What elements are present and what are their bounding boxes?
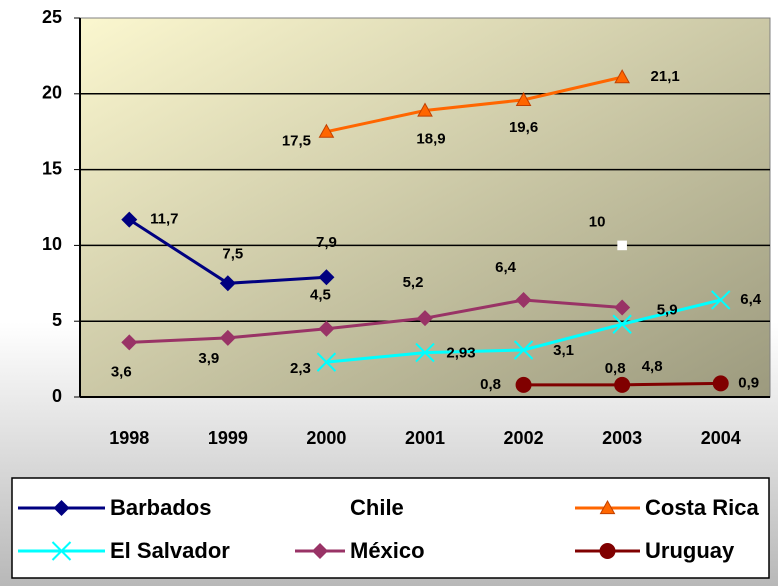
data-label: 7,5	[222, 245, 243, 262]
data-point	[316, 352, 337, 372]
y-tick-label: 0	[52, 386, 62, 406]
data-label: 21,1	[651, 68, 680, 85]
x-tick-label: 2001	[405, 428, 445, 448]
legend-marker	[53, 500, 70, 516]
x-tick-label: 2000	[306, 428, 346, 448]
data-point	[515, 91, 532, 106]
data-label: 10	[589, 213, 606, 230]
data-point	[219, 329, 236, 346]
data-label: 6,4	[740, 291, 762, 308]
data-point	[318, 320, 335, 337]
data-label: 6,4	[495, 259, 517, 276]
x-tick-label: 1999	[208, 428, 248, 448]
y-tick-label: 25	[42, 7, 62, 27]
x-tick-label: 2002	[504, 428, 544, 448]
x-tick-label: 2004	[701, 428, 741, 448]
plot-area	[79, 17, 771, 398]
data-label: 2,3	[290, 360, 311, 377]
data-label: 2,93	[446, 345, 475, 362]
legend-marker	[599, 499, 616, 515]
data-label: 11,7	[150, 211, 178, 228]
legend-label: México	[350, 538, 425, 563]
data-label: 3,6	[111, 363, 132, 380]
data-point	[617, 240, 627, 251]
data-label: 4,8	[642, 358, 663, 375]
data-point	[513, 340, 534, 360]
data-point	[711, 290, 731, 310]
data-label: 0,8	[480, 376, 501, 393]
data-label: 7,9	[316, 234, 337, 251]
legend-marker	[51, 541, 72, 561]
data-point	[121, 211, 138, 228]
x-tick-label: 2003	[602, 428, 642, 448]
data-point	[614, 69, 630, 84]
data-label: 5,2	[403, 274, 424, 291]
data-label: 19,6	[509, 119, 538, 136]
y-tick-label: 10	[42, 234, 62, 254]
data-label: 3,1	[553, 342, 574, 359]
data-label: 4,5	[310, 287, 331, 304]
series-line	[326, 75, 623, 134]
data-point	[712, 375, 729, 392]
data-point	[121, 334, 138, 351]
data-label: 3,9	[198, 350, 219, 367]
legend-label: El Salvador	[110, 538, 230, 563]
data-label: 18,9	[416, 130, 445, 147]
y-tick-label: 15	[42, 158, 62, 178]
data-point	[417, 310, 433, 327]
data-label: 0,9	[738, 374, 759, 391]
data-point	[515, 291, 532, 308]
y-tick-label: 5	[52, 310, 62, 330]
series-line	[129, 298, 623, 344]
legend-marker	[315, 503, 325, 513]
data-label: 17,5	[282, 133, 311, 150]
legend-label: Barbados	[110, 495, 211, 520]
data-point	[614, 299, 631, 316]
data-point	[318, 269, 335, 286]
legend-label: Chile	[350, 495, 404, 520]
data-point	[515, 376, 532, 393]
data-label: 5,9	[657, 302, 678, 319]
legend-marker	[599, 543, 616, 559]
legend-label: Costa Rica	[645, 495, 759, 520]
data-point	[219, 275, 236, 292]
legend-marker	[312, 543, 328, 559]
data-point	[614, 376, 631, 393]
data-label: 0,8	[605, 360, 626, 377]
data-point	[415, 342, 435, 363]
data-point	[612, 314, 632, 334]
legend	[11, 477, 770, 579]
data-point	[318, 123, 335, 138]
y-tick-label: 20	[42, 83, 62, 103]
x-tick-label: 1998	[109, 428, 149, 448]
data-point	[417, 102, 433, 117]
legend-label: Uruguay	[645, 538, 735, 563]
